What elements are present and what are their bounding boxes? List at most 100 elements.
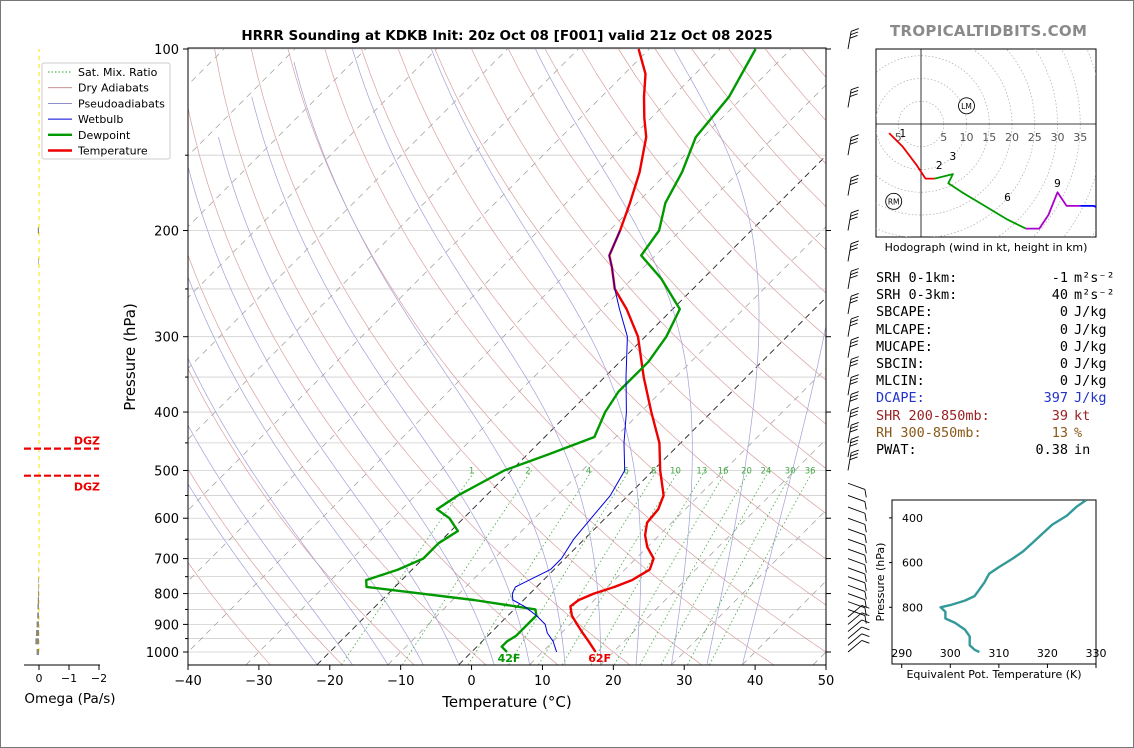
mixing-ratio-line [402, 470, 532, 665]
barb-flag [850, 410, 859, 415]
mixing-ratio-label: 13 [696, 467, 707, 477]
dry-adiabat [188, 468, 343, 665]
stat-value: 39 [1051, 407, 1068, 424]
wind-barb [847, 391, 859, 413]
y-tick-label: 500 [154, 464, 179, 479]
stat-row: MLCAPE: 0 J/kg [876, 322, 1116, 339]
mixing-ratio-line [467, 470, 593, 665]
y-tick-label: 700 [154, 553, 179, 568]
barb-flag [849, 443, 858, 447]
omega-bar [37, 603, 39, 610]
wind-barb [847, 538, 867, 554]
dry-adiabat [188, 105, 559, 665]
pseudoadiabat [188, 357, 389, 665]
barb-staff [847, 558, 866, 566]
barb-flag [850, 449, 859, 454]
stat-unit: m²s⁻² [1074, 287, 1115, 304]
barb-flag [850, 425, 859, 430]
barb-staff [847, 619, 863, 632]
omega-bar [36, 649, 39, 655]
barb-flag [849, 299, 858, 304]
barb-staff [847, 601, 866, 609]
barb-flag [864, 513, 867, 522]
mixing-ratio-line [687, 470, 794, 665]
wind-barb [847, 482, 867, 498]
dry-adiabat [471, 48, 826, 469]
wind-barbs [847, 28, 870, 653]
hodo-segment [934, 173, 1027, 230]
barb-flag [850, 315, 859, 320]
pseudoadiabat [431, 48, 642, 665]
storm-motion-marker [958, 97, 975, 115]
omega-bar [37, 612, 39, 619]
barb-staff [847, 538, 866, 546]
hodo-height-label: 3 [950, 151, 957, 163]
barb-staff [847, 548, 866, 556]
barb-staff [847, 495, 866, 503]
legend-label: Dry Adiabats [78, 82, 149, 95]
barb-staff [847, 605, 863, 618]
thetae-frame [891, 499, 1097, 665]
pseudoadiabat [188, 276, 424, 665]
wind-barb [847, 293, 859, 314]
wind-barb [847, 626, 870, 639]
barb-flag [850, 90, 859, 94]
wind-barb [847, 601, 867, 616]
hodograph: 5 5 10 15 20 25 30 35 1 23 6 9 LM RM [876, 49, 1096, 237]
wind-barb [847, 422, 859, 443]
omega-bar [37, 227, 39, 234]
pseudoadiabat [673, 48, 760, 665]
barb-staff [847, 177, 852, 196]
stat-label: MUCAPE: [876, 338, 933, 355]
stat-label: SBCAPE: [876, 304, 933, 321]
stat-unit: J/kg [1074, 390, 1107, 407]
dgz-label: DGZ [74, 435, 100, 448]
barb-flag [850, 319, 859, 323]
isotherm-line [529, 367, 826, 665]
hodo-height-label: 9 [1054, 178, 1061, 190]
isotherm-line [387, 226, 826, 665]
wind-barb [847, 356, 859, 378]
barb-flag [850, 271, 859, 276]
wind-barb [847, 528, 867, 544]
dry-adiabat [188, 254, 487, 665]
dry-adiabat [188, 367, 415, 665]
stat-value: 13 [1051, 424, 1068, 441]
wind-barb [847, 548, 867, 564]
dry-adiabat [324, 48, 826, 653]
hodo-height-label: 2 [936, 160, 943, 172]
hodo-ring-label: 30 [1051, 131, 1065, 144]
mixing-ratio-label: 24 [761, 467, 772, 477]
barb-flag [850, 453, 859, 457]
barb-flag [850, 243, 859, 248]
omega-panel: DGZ DGZ 0 −1 −2 [24, 49, 107, 685]
thetae-x-tick-label: 300 [940, 647, 961, 660]
barb-flag [864, 534, 867, 544]
dry-adiabat [581, 48, 826, 337]
barb-flag [849, 93, 858, 98]
mixing-ratio-label: 8 [651, 467, 656, 477]
legend-label: Dewpoint [78, 129, 131, 142]
stat-unit: J/kg [1074, 321, 1107, 338]
barb-flag [850, 422, 859, 426]
dry-adiabat [287, 48, 774, 665]
mixing-ratio-label: 10 [670, 467, 681, 477]
barb-staff [847, 633, 863, 646]
y-tick-label: 200 [154, 225, 179, 240]
barb-staff [847, 339, 852, 358]
mixing-ratio-label: 30 [785, 467, 796, 477]
isotherm-line [458, 296, 826, 665]
barb-staff [847, 271, 852, 290]
barb-flag [850, 436, 859, 440]
wind-barb [847, 605, 870, 618]
thetae-x-tick-label: 330 [1086, 647, 1107, 660]
barb-flag [850, 134, 859, 138]
barb-staff [847, 528, 866, 536]
wind-barb [847, 209, 859, 231]
wind-barb [847, 174, 859, 196]
wind-barb [847, 240, 859, 262]
isotherm-line [600, 438, 826, 665]
mixing-ratio-label: 6 [623, 467, 628, 477]
stat-row: SRH 0-3km: 40 m²s⁻² [876, 287, 1116, 304]
hodo-ring-label: 35 [1073, 131, 1087, 144]
